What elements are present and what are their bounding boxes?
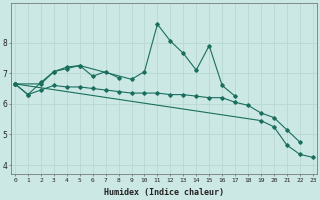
X-axis label: Humidex (Indice chaleur): Humidex (Indice chaleur) <box>104 188 224 197</box>
